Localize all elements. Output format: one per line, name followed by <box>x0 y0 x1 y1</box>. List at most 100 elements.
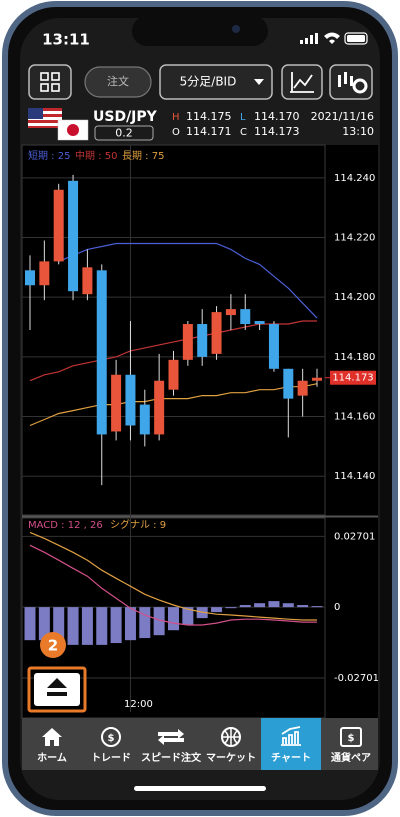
menu-button[interactable] <box>28 64 72 100</box>
chart-icon <box>290 72 314 93</box>
signal-bar <box>300 40 303 44</box>
timeframe-dropdown[interactable] <box>159 64 273 100</box>
y-tick-label: 114.140 <box>334 471 375 482</box>
active-tab-bg <box>261 718 321 770</box>
tab-label[interactable]: 通貨ペア <box>331 751 371 764</box>
legend-entry: 短期 : 25 <box>28 149 70 162</box>
y-tick-label: 114.240 <box>334 173 375 184</box>
histogram-bar <box>211 607 223 613</box>
toolbar: 注文 5分足/BID <box>28 64 373 100</box>
y-tick-label: 0 <box>334 602 340 613</box>
histogram-bar <box>67 607 79 645</box>
candle-body <box>312 377 322 381</box>
home-icon <box>42 728 62 746</box>
candle-body <box>297 380 308 396</box>
candle-body <box>82 267 93 295</box>
candle-body <box>154 380 165 435</box>
signal-bar <box>310 35 313 44</box>
tab-label[interactable]: スピード注文 <box>141 751 202 764</box>
tab-icons: $ $ <box>42 726 362 747</box>
chart-bg <box>22 145 378 718</box>
order-button[interactable] <box>84 66 152 98</box>
y-tick-label: 114.180 <box>334 352 375 363</box>
status-icons <box>300 32 368 45</box>
current-price-label: 114.173 <box>332 373 373 384</box>
grid-icon <box>40 72 60 92</box>
grid-cell <box>51 83 60 92</box>
histogram-bar <box>282 603 294 608</box>
histogram-bar <box>110 607 122 644</box>
tab-label[interactable]: チャート <box>271 752 311 764</box>
candle-body <box>39 261 50 286</box>
legend-entry: 中期 : 50 <box>75 149 117 162</box>
candle-body <box>182 324 193 360</box>
signal-bar <box>305 38 308 44</box>
header-time: 13:10 <box>342 125 374 138</box>
candle-body <box>68 180 79 292</box>
open-value: 114.171 <box>186 125 232 138</box>
histogram-bar <box>139 607 151 639</box>
grid-cell <box>40 72 49 81</box>
tab-label[interactable]: ホーム <box>37 752 67 764</box>
notch <box>132 16 268 46</box>
icon-candle <box>344 72 347 84</box>
histogram-bar <box>38 607 50 641</box>
histogram-bar <box>96 607 108 645</box>
indicator-line <box>29 531 317 621</box>
indicator-line <box>29 320 317 382</box>
candle-body <box>96 270 107 435</box>
legend-entry: MACD : 12 , 26 <box>28 520 103 531</box>
histogram-bar <box>182 607 194 625</box>
order-label: 注文 <box>107 74 129 88</box>
close-value: 114.173 <box>254 125 300 138</box>
candle-body <box>254 321 265 325</box>
badge <box>40 632 66 658</box>
flag-canton <box>28 108 43 119</box>
y-tick-label: 114.160 <box>334 412 375 423</box>
legend-entry: 長期 : 75 <box>122 150 164 162</box>
trade-icon-glyph: $ <box>108 733 115 744</box>
signal-bar <box>315 33 318 44</box>
plot-layer: 114.140 114.160 114.180 114.200 114.220 114.2… <box>22 145 379 712</box>
x-tick-label: 12:00 <box>124 699 153 710</box>
market-icon-lines <box>222 728 240 746</box>
eject-icon <box>47 678 67 696</box>
open-label: O <box>172 127 180 138</box>
histogram-bar <box>168 607 179 631</box>
home-indicator <box>134 786 266 791</box>
icon-gear <box>352 78 368 94</box>
icon-candle <box>350 76 353 86</box>
camera <box>232 25 240 33</box>
flag-sun <box>67 124 79 136</box>
close-label: C <box>240 127 247 138</box>
candle-body <box>211 312 222 354</box>
histogram-bar <box>268 601 280 608</box>
low-value: 114.170 <box>254 110 300 123</box>
candle-body <box>53 189 64 262</box>
collapse-button[interactable] <box>34 673 80 706</box>
pair-icon <box>340 727 362 747</box>
tab-label[interactable]: マーケット <box>206 752 256 764</box>
spread-box <box>94 125 154 141</box>
low-label: L <box>240 112 246 123</box>
y-tick-label: -0.02701 <box>334 673 379 684</box>
candle-body <box>225 309 236 316</box>
candle-body <box>139 404 150 435</box>
indicator-line <box>58 242 318 319</box>
speed-icon <box>158 729 184 745</box>
pair-name: USD/JPY <box>93 109 158 125</box>
dropdown-arrow <box>254 79 264 85</box>
badge-number: 2 <box>48 637 58 655</box>
y-tick-label: 114.220 <box>334 233 375 244</box>
candle-body <box>197 324 208 357</box>
wifi-icon <box>324 32 340 44</box>
candle-body <box>125 374 136 426</box>
flag-stripe <box>28 126 62 128</box>
candle-body <box>283 368 294 399</box>
tab-label[interactable]: トレード <box>91 752 131 764</box>
histogram-bar <box>225 607 237 609</box>
pair-icon-glyph: $ <box>348 733 355 744</box>
candle-body <box>240 309 251 325</box>
